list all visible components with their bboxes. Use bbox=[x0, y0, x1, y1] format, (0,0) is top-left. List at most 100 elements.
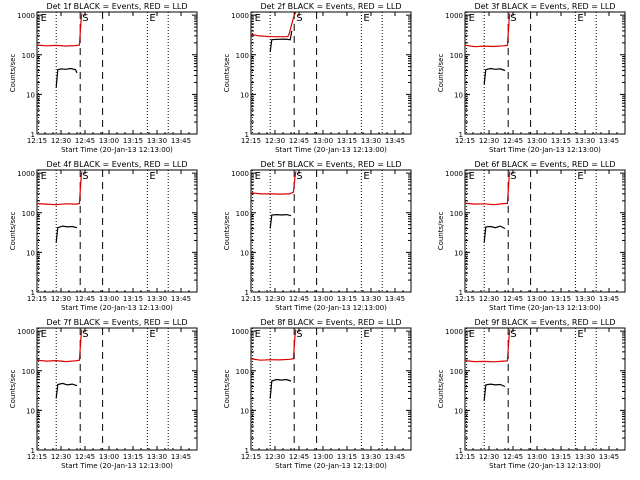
x-tick-label: 13:30 bbox=[361, 137, 381, 145]
chart-panel-4: Det 4f BLACK = Events, RED = LLD E S E 12:15… bbox=[9, 160, 198, 312]
lld-series-line bbox=[36, 13, 83, 47]
chart-title: Det 2f BLACK = Events, RED = LLD bbox=[260, 2, 401, 11]
y-tick-label: 10 bbox=[26, 249, 35, 257]
x-tick-label: 12:30 bbox=[51, 453, 71, 461]
marker-label: S bbox=[510, 171, 516, 182]
x-tick-label: 12:45 bbox=[289, 453, 309, 461]
marker-label: E bbox=[255, 329, 261, 340]
x-axis-label: Start Time (20-Jan-13 12:13:00) bbox=[61, 146, 173, 154]
plot-frame bbox=[36, 11, 198, 135]
x-tick-label: 13:15 bbox=[123, 453, 143, 461]
y-tick-label: 10 bbox=[240, 407, 249, 415]
x-tick-label: 12:45 bbox=[289, 137, 309, 145]
x-axis-label: Start Time (20-Jan-13 12:13:00) bbox=[275, 304, 387, 312]
x-tick-label: 13:15 bbox=[551, 137, 571, 145]
marker-label: E bbox=[41, 13, 47, 24]
marker-label: E bbox=[363, 13, 369, 24]
x-tick-label: 12:15 bbox=[241, 453, 261, 461]
marker-label: E bbox=[149, 13, 155, 24]
marker-label: S bbox=[510, 13, 516, 24]
x-tick-label: 13:45 bbox=[385, 137, 405, 145]
marker-label: E bbox=[577, 13, 583, 24]
y-tick-label: 1 bbox=[31, 447, 35, 455]
x-tick-label: 13:00 bbox=[313, 453, 333, 461]
y-tick-label: 100 bbox=[450, 210, 463, 218]
x-tick-label: 13:45 bbox=[171, 295, 191, 303]
x-tick-label: 13:30 bbox=[575, 453, 595, 461]
x-tick-label: 13:15 bbox=[123, 137, 143, 145]
marker-label: E bbox=[577, 171, 583, 182]
x-tick-label: 13:00 bbox=[527, 295, 547, 303]
x-tick-label: 12:30 bbox=[479, 295, 499, 303]
x-tick-label: 12:15 bbox=[27, 295, 47, 303]
x-tick-label: 13:15 bbox=[551, 295, 571, 303]
marker-label: E bbox=[363, 329, 369, 340]
plot-frame bbox=[464, 11, 626, 135]
chart-panel-1: Det 1f BLACK = Events, RED = LLD E S E 12:15… bbox=[9, 2, 198, 154]
x-tick-label: 12:30 bbox=[479, 453, 499, 461]
y-tick-label: 100 bbox=[22, 52, 35, 60]
chart-panel-3: Det 3f BLACK = Events, RED = LLD E S E 12:15… bbox=[437, 2, 626, 154]
x-axis-label: Start Time (20-Jan-13 12:13:00) bbox=[275, 146, 387, 154]
x-tick-label: 13:30 bbox=[361, 295, 381, 303]
x-tick-label: 12:30 bbox=[51, 137, 71, 145]
x-tick-label: 13:00 bbox=[313, 137, 333, 145]
chart-title: Det 8f BLACK = Events, RED = LLD bbox=[260, 318, 401, 327]
x-tick-label: 13:30 bbox=[147, 453, 167, 461]
events-series-line bbox=[269, 378, 292, 399]
x-tick-label: 13:45 bbox=[171, 137, 191, 145]
y-tick-label: 1 bbox=[459, 289, 463, 297]
y-tick-label: 1000 bbox=[445, 12, 463, 20]
chart-title: Det 4f BLACK = Events, RED = LLD bbox=[46, 160, 187, 169]
lld-series-line bbox=[464, 171, 511, 206]
chart-panel-7: Det 7f BLACK = Events, RED = LLD E S E 12:15… bbox=[9, 318, 198, 470]
marker-label: S bbox=[510, 329, 516, 340]
x-axis-label: Start Time (20-Jan-13 12:13:00) bbox=[275, 462, 387, 470]
marker-label: E bbox=[149, 171, 155, 182]
lld-series-line bbox=[464, 329, 511, 363]
x-tick-label: 13:30 bbox=[575, 137, 595, 145]
events-series-line bbox=[483, 67, 506, 85]
x-tick-label: 13:45 bbox=[385, 453, 405, 461]
chart-title: Det 3f BLACK = Events, RED = LLD bbox=[474, 2, 615, 11]
y-axis-label: Counts/sec bbox=[437, 212, 445, 251]
y-axis-label: Counts/sec bbox=[223, 212, 231, 251]
x-tick-label: 13:45 bbox=[599, 453, 619, 461]
x-tick-label: 13:00 bbox=[99, 137, 119, 145]
x-tick-label: 12:30 bbox=[51, 295, 71, 303]
x-tick-label: 13:15 bbox=[123, 295, 143, 303]
chart-title: Det 7f BLACK = Events, RED = LLD bbox=[46, 318, 187, 327]
x-tick-label: 12:45 bbox=[75, 295, 95, 303]
plot-frame bbox=[250, 327, 412, 451]
x-tick-label: 12:30 bbox=[265, 137, 285, 145]
y-tick-label: 1000 bbox=[445, 170, 463, 178]
y-tick-label: 100 bbox=[22, 368, 35, 376]
y-tick-label: 100 bbox=[236, 368, 249, 376]
x-tick-label: 12:30 bbox=[265, 295, 285, 303]
plot-frame bbox=[250, 11, 412, 135]
y-tick-label: 1 bbox=[459, 447, 463, 455]
y-axis-label: Counts/sec bbox=[223, 54, 231, 93]
y-tick-label: 1000 bbox=[231, 170, 249, 178]
y-tick-label: 10 bbox=[454, 249, 463, 257]
y-tick-label: 1 bbox=[245, 447, 249, 455]
x-tick-label: 13:45 bbox=[171, 453, 191, 461]
x-tick-label: 12:45 bbox=[503, 137, 523, 145]
lld-series-line bbox=[36, 329, 83, 363]
x-tick-label: 13:00 bbox=[99, 453, 119, 461]
y-tick-label: 10 bbox=[240, 249, 249, 257]
x-axis-label: Start Time (20-Jan-13 12:13:00) bbox=[489, 146, 601, 154]
y-tick-label: 1000 bbox=[17, 12, 35, 20]
y-tick-label: 100 bbox=[450, 52, 463, 60]
x-tick-label: 12:15 bbox=[27, 453, 47, 461]
y-tick-label: 1000 bbox=[17, 328, 35, 336]
y-tick-label: 1 bbox=[31, 289, 35, 297]
events-series-line bbox=[55, 67, 78, 88]
chart-title: Det 5f BLACK = Events, RED = LLD bbox=[260, 160, 401, 169]
y-tick-label: 1000 bbox=[231, 12, 249, 20]
chart-panel-5: Det 5f BLACK = Events, RED = LLD E S E 12:15… bbox=[223, 160, 412, 312]
events-series-line bbox=[483, 383, 506, 401]
plot-frame bbox=[250, 169, 412, 293]
marker-label: E bbox=[41, 171, 47, 182]
